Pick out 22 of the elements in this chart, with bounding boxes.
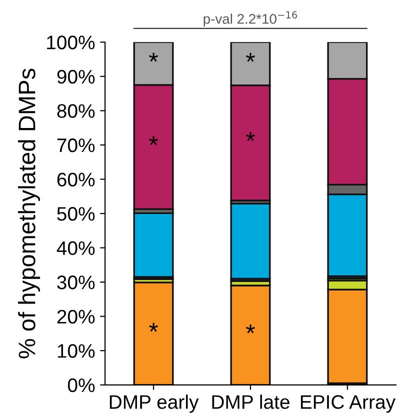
y-tick-label: 100% (47, 36, 95, 50)
y-tick-label: 0% (68, 378, 95, 392)
y-tick-label: 50% (57, 206, 95, 221)
y-tick-label: 20% (57, 310, 95, 324)
x-tick-label: DMP early (110, 394, 199, 413)
data-label: * (246, 132, 255, 141)
data-label: * (149, 52, 158, 62)
data-label: * (149, 136, 158, 146)
y-tick-label: 60% (57, 172, 95, 186)
data-label: * (246, 324, 255, 334)
x-tick-label: EPIC Array (300, 395, 396, 413)
y-axis-title: % of hypomethylated DMPs (18, 68, 40, 358)
y-tick-label: 80% (57, 104, 95, 118)
x-tick-label: DMP late (212, 394, 290, 409)
data-label: * (149, 322, 158, 332)
text: p-val 2.2*10$^{−16}$ (204, 11, 298, 27)
y-tick-label: 70% (57, 138, 95, 152)
y-tick-label: 10% (58, 344, 95, 358)
y-tick-label: 30% (57, 276, 95, 290)
data-label: * (246, 52, 255, 62)
y-tick-label: 40% (56, 241, 95, 256)
y-tick-label: 90% (57, 70, 95, 84)
